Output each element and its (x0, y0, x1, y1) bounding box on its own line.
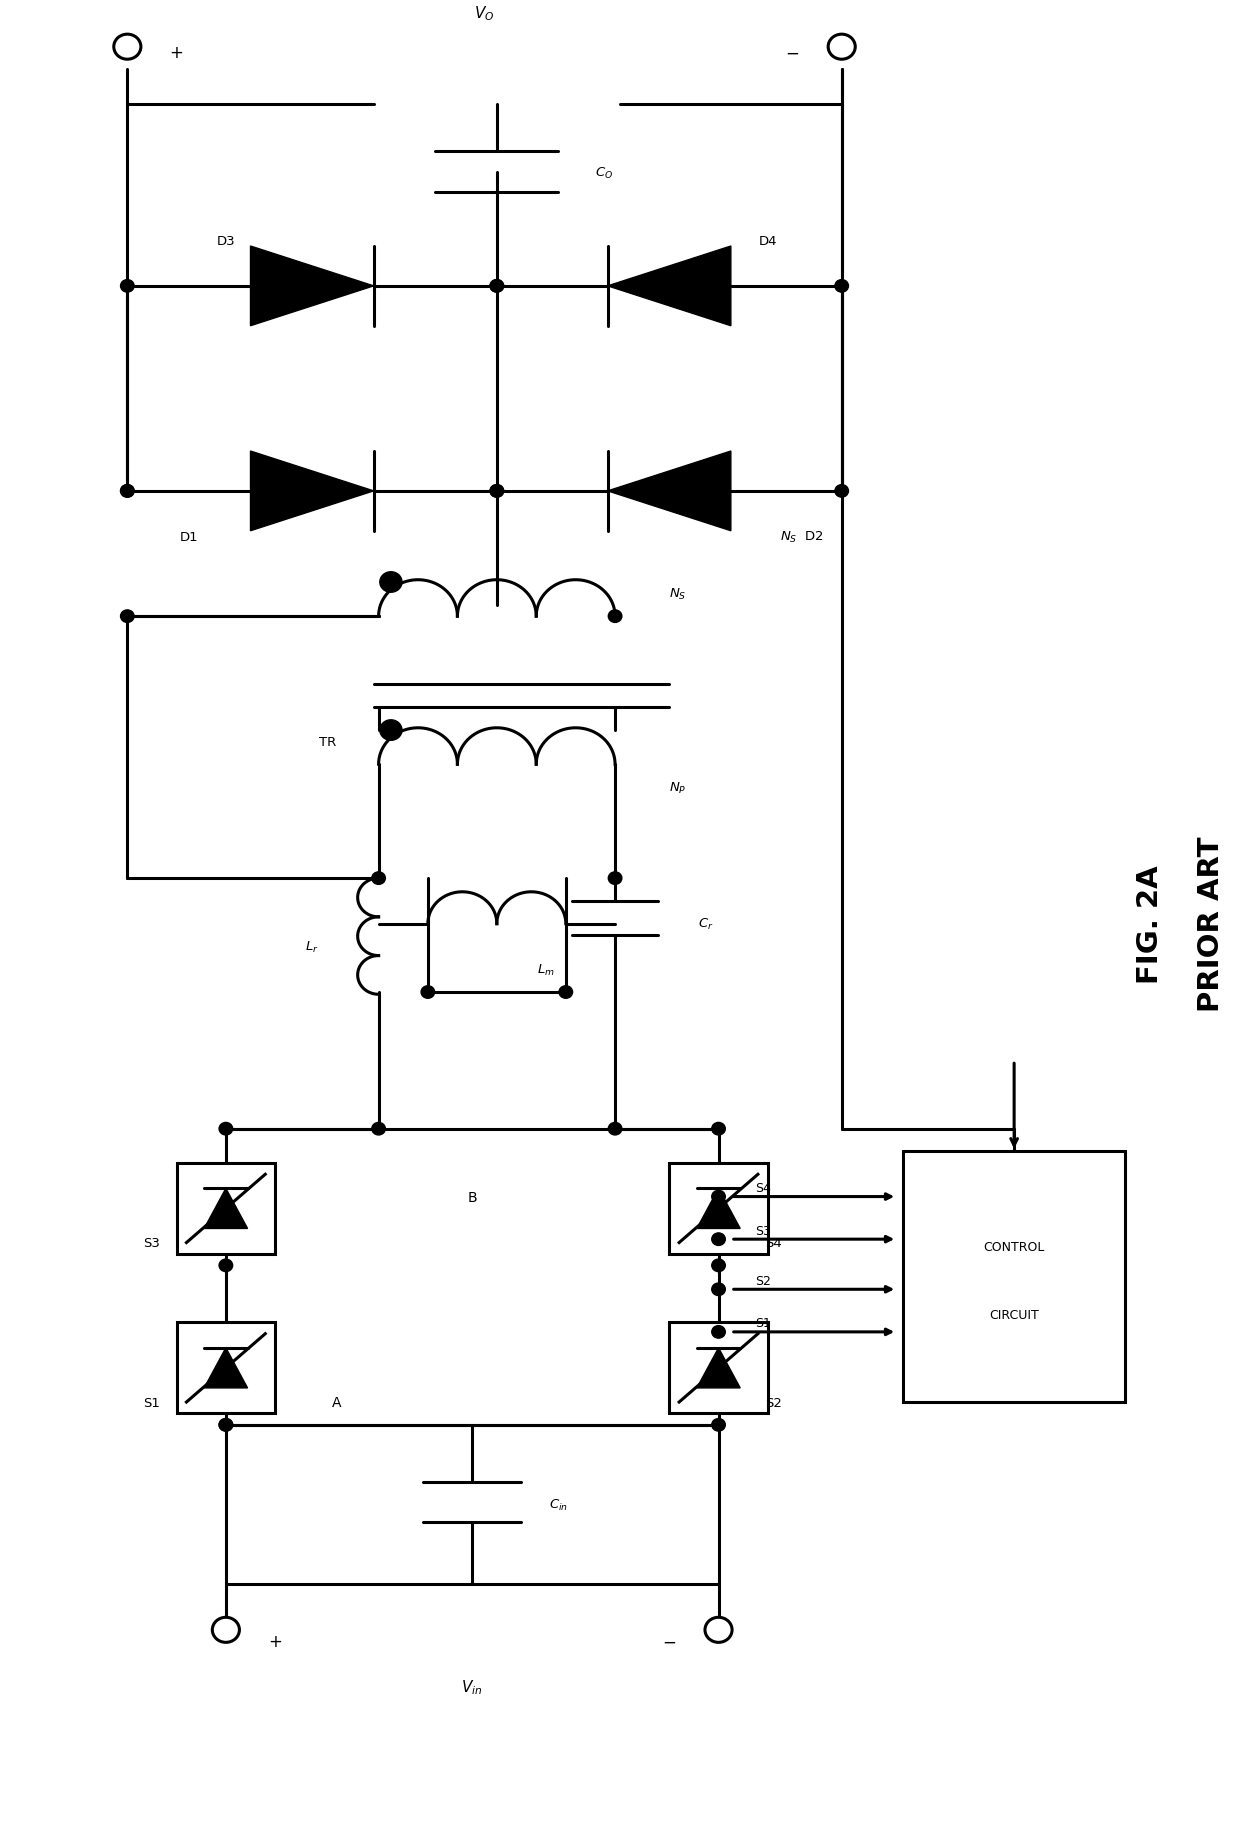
Circle shape (219, 1260, 233, 1273)
Text: $N_P$: $N_P$ (670, 780, 687, 794)
Text: S1: S1 (144, 1396, 160, 1409)
Text: D3: D3 (217, 235, 236, 248)
Text: S3: S3 (755, 1225, 771, 1238)
Circle shape (490, 485, 503, 498)
Circle shape (372, 872, 386, 885)
Circle shape (120, 485, 134, 498)
Polygon shape (697, 1188, 740, 1228)
Circle shape (835, 485, 848, 498)
Circle shape (609, 1124, 621, 1135)
Text: S2: S2 (765, 1396, 782, 1409)
Circle shape (712, 1190, 725, 1203)
Bar (670, 1322, 768, 1414)
Text: B: B (467, 1190, 477, 1205)
Circle shape (706, 1618, 732, 1642)
Circle shape (120, 485, 134, 498)
Text: $V_O$: $V_O$ (475, 4, 495, 22)
Bar (176, 1322, 275, 1414)
Text: S4: S4 (755, 1181, 771, 1194)
Circle shape (120, 280, 134, 292)
Bar (670, 1164, 768, 1254)
Polygon shape (608, 452, 730, 531)
Text: $V_{in}$: $V_{in}$ (461, 1677, 482, 1696)
Circle shape (835, 280, 848, 292)
Text: S2: S2 (755, 1274, 771, 1287)
Text: D4: D4 (759, 235, 777, 248)
Circle shape (712, 1418, 725, 1431)
Text: $C_{in}$: $C_{in}$ (549, 1497, 568, 1512)
Text: D1: D1 (180, 531, 198, 544)
Text: PRIOR ART: PRIOR ART (1197, 837, 1225, 1011)
Polygon shape (250, 452, 373, 531)
Text: S1: S1 (755, 1317, 771, 1330)
Circle shape (490, 485, 503, 498)
Text: $C_O$: $C_O$ (595, 166, 614, 180)
Text: TR: TR (320, 736, 337, 748)
Text: +: + (170, 44, 184, 63)
Polygon shape (205, 1348, 248, 1388)
Circle shape (219, 1418, 233, 1431)
Circle shape (712, 1234, 725, 1245)
Circle shape (712, 1326, 725, 1339)
Circle shape (490, 280, 503, 292)
Circle shape (712, 1284, 725, 1296)
Text: $L_m$: $L_m$ (537, 962, 556, 977)
Bar (176, 1164, 275, 1254)
Circle shape (559, 986, 573, 999)
Text: $N_S$: $N_S$ (670, 587, 687, 601)
Polygon shape (608, 246, 730, 327)
Text: $L_r$: $L_r$ (305, 940, 319, 954)
Circle shape (712, 1260, 725, 1273)
Circle shape (120, 611, 134, 623)
Circle shape (712, 1124, 725, 1135)
Text: FIG. 2A: FIG. 2A (1136, 864, 1163, 984)
Circle shape (372, 1124, 386, 1135)
Text: S3: S3 (144, 1236, 160, 1249)
Text: +: + (268, 1633, 281, 1650)
Circle shape (609, 611, 621, 623)
Polygon shape (697, 1348, 740, 1388)
Text: $N_S$  D2: $N_S$ D2 (780, 530, 825, 544)
Text: −: − (662, 1633, 676, 1650)
Text: CONTROL: CONTROL (983, 1241, 1045, 1254)
Circle shape (490, 280, 503, 292)
Circle shape (212, 1618, 239, 1642)
Circle shape (609, 872, 621, 885)
Bar (903, 1151, 1125, 1403)
Circle shape (828, 35, 856, 61)
Text: S4: S4 (765, 1236, 782, 1249)
Circle shape (379, 721, 402, 741)
Text: −: − (785, 44, 800, 63)
Circle shape (379, 572, 402, 592)
Circle shape (219, 1124, 233, 1135)
Text: A: A (332, 1396, 341, 1409)
Circle shape (114, 35, 141, 61)
Text: $C_r$: $C_r$ (698, 916, 714, 932)
Polygon shape (250, 246, 373, 327)
Polygon shape (205, 1188, 248, 1228)
Text: CIRCUIT: CIRCUIT (990, 1308, 1039, 1320)
Circle shape (422, 986, 435, 999)
Circle shape (219, 1418, 233, 1431)
